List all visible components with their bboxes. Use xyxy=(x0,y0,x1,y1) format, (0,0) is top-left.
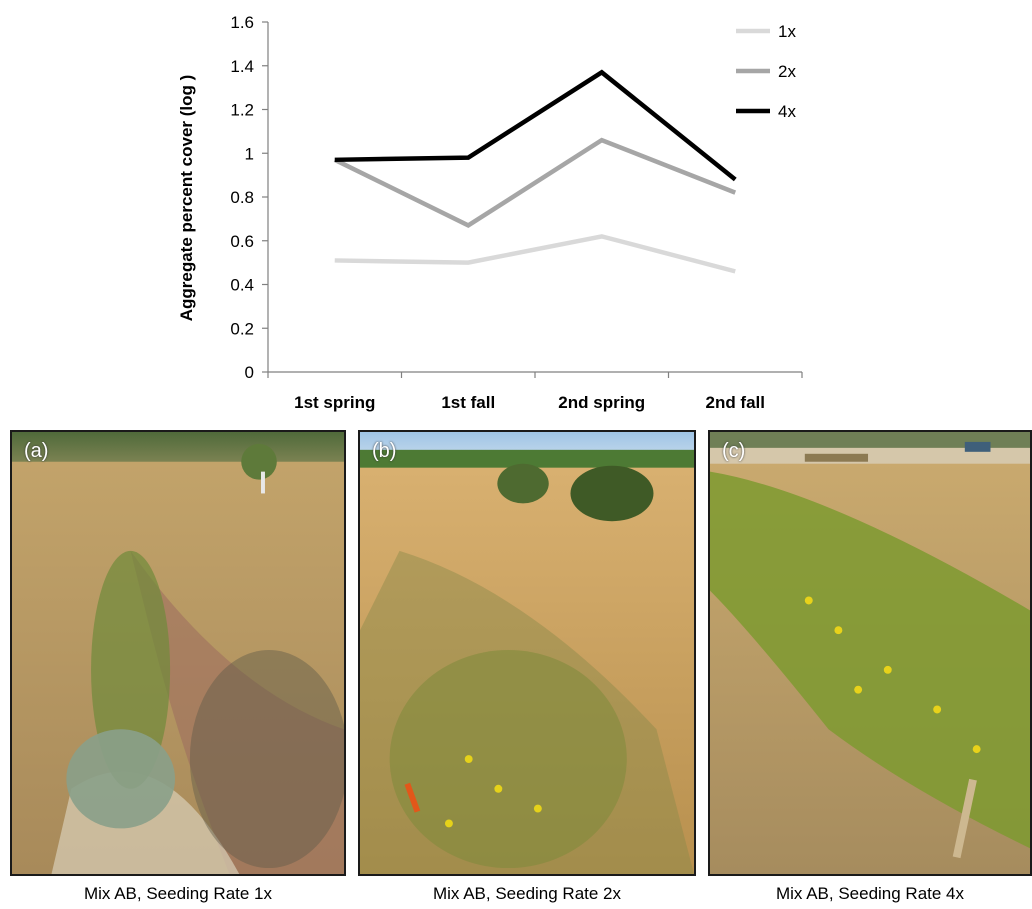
photo-caption-b: Mix AB, Seeding Rate 2x xyxy=(432,884,622,903)
y-tick-label: 0.8 xyxy=(230,188,254,207)
photo-tag-c: (c) xyxy=(722,440,746,462)
photo-caption-c: Mix AB, Seeding Rate 4x xyxy=(775,884,965,903)
y-tick-label: 1.4 xyxy=(230,57,254,76)
y-tick-label: 0.6 xyxy=(230,232,254,251)
y-tick-label: 0 xyxy=(245,363,254,382)
series-line-1x xyxy=(334,234,736,274)
y-tick-label: 0.4 xyxy=(230,276,254,295)
y-axis: 0 0.2 0.4 0.6 0.8 1 1.2 1.4 1.6 xyxy=(230,13,269,382)
legend: 1x 2x 4x xyxy=(736,22,796,121)
photo-panel-c: (c) xyxy=(708,430,1032,876)
y-tick-label: 1 xyxy=(245,144,254,163)
photo-panel-a: (a) xyxy=(10,430,346,876)
series-line-4x xyxy=(334,69,737,182)
y-tick-label: 1.6 xyxy=(230,13,254,32)
photo-caption-a: Mix AB, Seeding Rate 1x xyxy=(83,884,273,903)
x-tick-label: 1st fall xyxy=(441,393,495,412)
legend-label-2x: 2x xyxy=(778,62,796,81)
y-tick-label: 1.2 xyxy=(230,101,254,120)
x-tick-label: 1st spring xyxy=(294,393,375,412)
field-photo-c xyxy=(710,432,1030,874)
series-layer xyxy=(333,69,737,274)
photo-tag-b: (b) xyxy=(372,440,397,462)
field-photo-a xyxy=(12,432,344,874)
y-tick-label: 0.2 xyxy=(230,319,254,338)
photo-panel-b: (b) xyxy=(358,430,696,876)
legend-label-4x: 4x xyxy=(778,102,796,121)
x-tick-label: 2nd fall xyxy=(705,393,765,412)
legend-label-1x: 1x xyxy=(778,22,796,41)
photo-tag-a: (a) xyxy=(24,440,49,462)
x-tick-label: 2nd spring xyxy=(558,393,645,412)
line-chart: 0 0.2 0.4 0.6 0.8 1 1.2 1.4 1.6 1st spring 1st fa… xyxy=(177,13,803,412)
y-axis-label: Aggregate percent cover (log ) xyxy=(177,75,196,322)
field-photo-b xyxy=(360,432,694,874)
x-axis: 1st spring 1st fall 2nd spring 2nd fall xyxy=(267,371,803,412)
series-line-2x xyxy=(333,137,737,229)
